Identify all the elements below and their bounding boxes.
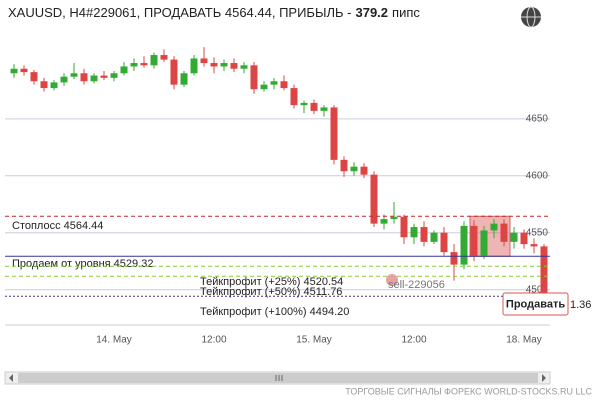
chart-title: XAUUSD, H4#229061, ПРОДАВАТЬ 4564.44, ПР…: [8, 5, 420, 20]
candle-body: [160, 55, 168, 60]
footer: ТОРГОВЫЕ СИГНАЛЫ ФОРЕКС WORLD-STOCKS.RU …: [345, 386, 592, 396]
candle-body: [130, 63, 138, 67]
candle-body: [420, 227, 428, 242]
candle-body: [70, 73, 78, 77]
candle-body: [380, 219, 388, 224]
sell-button[interactable]: [502, 292, 569, 316]
level-label: Тейкпрофит (+25%) 4520.54: [200, 276, 343, 288]
candle-body: [390, 216, 398, 220]
candle-body: [80, 73, 88, 82]
candle-body: [140, 63, 148, 66]
order-marker: [386, 274, 398, 286]
button-side-text: 1.36: [570, 299, 591, 311]
candle-body: [150, 55, 158, 66]
candle-body: [340, 159, 348, 172]
candle-body: [20, 68, 28, 73]
profit: 379.2: [355, 5, 388, 20]
globe-icon[interactable]: [521, 6, 541, 28]
sell-button-label[interactable]: Продавать: [506, 298, 565, 310]
candle-body: [120, 66, 128, 74]
candle-body: [320, 107, 328, 111]
x-tick-label: 12:00: [201, 335, 226, 346]
level-label: Тейкпрофит (+50%) 4511.76: [200, 286, 342, 298]
candle-body: [170, 59, 178, 85]
candle-body: [450, 252, 458, 265]
candle-body: [500, 223, 508, 242]
x-tick-label: 15. May: [296, 335, 332, 346]
candle-body: [350, 166, 358, 172]
candle-body: [100, 75, 108, 78]
candle-body: [470, 225, 478, 256]
candle-body: [530, 244, 538, 247]
candle-body: [490, 223, 498, 231]
candle-body: [300, 102, 308, 106]
candle-body: [370, 174, 378, 224]
candle-body: [270, 81, 278, 85]
candle-body: [540, 246, 548, 296]
plot: 4500 4550 4600 4650 14. May 12:00 15. May 12:00…: [5, 47, 550, 346]
order-label: sell-229056: [388, 279, 445, 291]
scrollbar[interactable]: [4, 371, 551, 385]
candle-body: [190, 58, 198, 74]
x-tick-label: 18. May: [506, 335, 542, 346]
candle-body: [60, 76, 68, 83]
candle-body: [330, 107, 338, 160]
candle-body: [240, 65, 248, 69]
candle-body: [220, 63, 228, 67]
candle-body: [40, 81, 48, 89]
y-tick-label: 4650: [526, 113, 549, 124]
candle-body: [210, 63, 218, 67]
candle-body: [460, 225, 468, 265]
y-tick-label: 4550: [526, 227, 549, 238]
candle-body: [440, 232, 448, 253]
level-label: Продаем от уровня 4529.32: [12, 258, 153, 270]
title-text: XAUUSD, H4#229061, ПРОДАВАТЬ 4564.44, ПР…: [8, 5, 351, 20]
candle-body: [290, 88, 298, 106]
y-tick-label: 4500: [526, 284, 549, 295]
candle-body: [180, 73, 188, 85]
profit-unit: пипс: [392, 5, 420, 20]
level-label: Тейкпрофит (+100%) 4494.20: [200, 306, 349, 318]
candle-body: [480, 230, 488, 256]
candle-body: [230, 63, 238, 69]
candle-body: [50, 82, 58, 89]
candle-body: [250, 65, 258, 90]
candle-body: [510, 232, 518, 242]
candle-body: [90, 75, 98, 82]
candle-body: [260, 84, 268, 90]
x-tick-label: 14. May: [96, 335, 132, 346]
candle-body: [430, 232, 438, 242]
candle-body: [310, 102, 318, 111]
candle-body: [10, 68, 18, 74]
candle-body: [110, 73, 118, 78]
candle-body: [520, 232, 528, 245]
candle-body: [360, 166, 368, 175]
candle-body: [200, 58, 208, 64]
candle-body: [400, 216, 408, 238]
candle-body: [280, 81, 288, 89]
x-tick-label: 12:00: [401, 335, 426, 346]
level-label: Стоплосс 4564.44: [12, 220, 103, 232]
y-tick-label: 4600: [526, 170, 549, 181]
candle-body: [410, 227, 418, 238]
candle-body: [30, 72, 38, 82]
